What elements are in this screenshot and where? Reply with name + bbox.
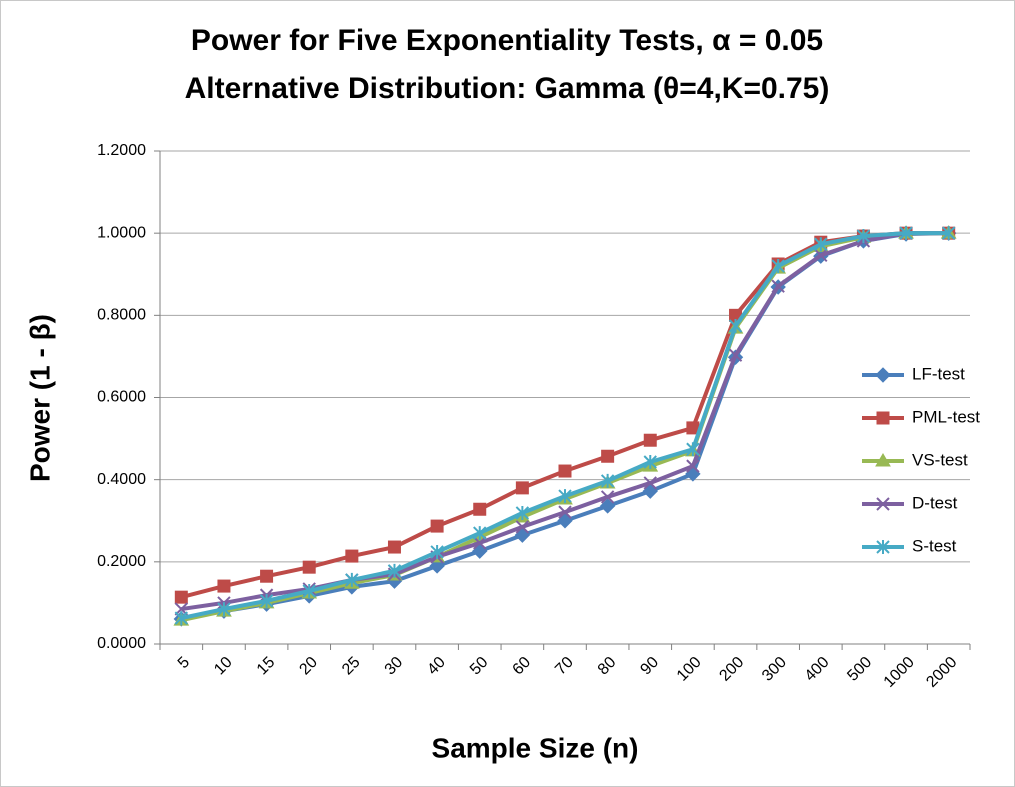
data-point bbox=[686, 442, 700, 457]
data-point bbox=[429, 558, 445, 574]
data-point bbox=[941, 226, 956, 241]
y-tick-label: 0.0000 bbox=[97, 635, 146, 652]
data-point bbox=[430, 544, 444, 559]
data-point bbox=[174, 590, 188, 604]
legend-marker bbox=[876, 411, 890, 425]
data-point bbox=[302, 560, 316, 574]
legend-label: PML-test bbox=[912, 407, 980, 426]
legend-label: S-test bbox=[912, 536, 957, 555]
data-point bbox=[260, 569, 274, 583]
data-point bbox=[643, 433, 657, 447]
x-axis-title: Sample Size (n) bbox=[432, 732, 639, 763]
data-point bbox=[473, 536, 487, 550]
y-tick-label: 1.2000 bbox=[97, 142, 146, 159]
legend-marker bbox=[875, 453, 891, 467]
data-point bbox=[515, 520, 530, 534]
data-point bbox=[558, 505, 572, 519]
data-point bbox=[558, 464, 572, 478]
y-tick-label: 1.0000 bbox=[97, 224, 146, 241]
data-point bbox=[814, 237, 828, 252]
data-point bbox=[387, 540, 401, 554]
data-point bbox=[217, 602, 231, 617]
data-point bbox=[302, 584, 316, 599]
data-point bbox=[728, 348, 743, 362]
data-point bbox=[643, 476, 657, 490]
data-point bbox=[599, 498, 616, 514]
data-point bbox=[515, 481, 529, 495]
data-point bbox=[345, 572, 359, 587]
legend-label: D-test bbox=[912, 493, 958, 512]
legend-label: VS-test bbox=[912, 450, 968, 469]
data-point bbox=[558, 489, 572, 504]
data-point bbox=[174, 611, 189, 626]
y-axis-title: Power (1 - β) bbox=[24, 314, 55, 482]
data-point bbox=[515, 505, 530, 520]
legend-entry: D-test bbox=[862, 493, 958, 512]
chart-subtitle: Alternative Distribution: Gamma (θ=4,K=0… bbox=[185, 72, 830, 105]
legend-entry: S-test bbox=[862, 536, 957, 555]
data-point bbox=[217, 579, 231, 593]
data-point bbox=[473, 502, 487, 516]
data-point bbox=[387, 563, 402, 578]
legend-entry: VS-test bbox=[862, 450, 968, 469]
data-point bbox=[600, 490, 615, 504]
data-point bbox=[643, 455, 657, 470]
legend-marker bbox=[876, 497, 890, 511]
data-point bbox=[814, 248, 828, 263]
data-point bbox=[771, 279, 785, 293]
data-point bbox=[771, 259, 785, 274]
data-point bbox=[259, 593, 274, 608]
data-point bbox=[430, 519, 444, 533]
y-tick-label: 0.2000 bbox=[97, 553, 146, 570]
legend-marker bbox=[875, 367, 891, 383]
data-point bbox=[728, 319, 743, 334]
chart-title: Power for Five Exponentiality Tests, α =… bbox=[191, 24, 823, 57]
legend-entry: LF-test bbox=[862, 364, 965, 383]
data-point bbox=[345, 549, 359, 563]
data-point bbox=[686, 459, 700, 473]
data-point bbox=[856, 229, 871, 244]
data-point bbox=[601, 449, 615, 463]
y-tick-label: 0.8000 bbox=[97, 307, 146, 324]
y-tick-label: 0.6000 bbox=[97, 389, 146, 406]
legend-entry: PML-test bbox=[862, 407, 980, 426]
data-point bbox=[473, 526, 487, 541]
legend-label: LF-test bbox=[912, 364, 965, 383]
data-point bbox=[899, 226, 913, 241]
data-point bbox=[600, 473, 615, 488]
data-point bbox=[557, 513, 573, 529]
y-tick-label: 0.4000 bbox=[97, 471, 146, 488]
legend-marker bbox=[876, 540, 890, 554]
